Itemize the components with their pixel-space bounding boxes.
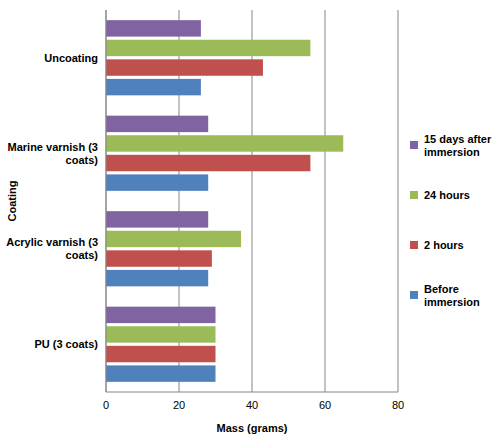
bar [106, 346, 216, 362]
x-tick-label: 20 [173, 399, 185, 411]
grid-line [106, 10, 107, 392]
legend-swatch [410, 141, 418, 149]
legend: 15 days afterimmersion24 hours2 hoursBef… [410, 133, 492, 308]
legend-swatch [410, 191, 418, 199]
bar [106, 231, 241, 247]
legend-label: 15 days afterimmersion [424, 133, 492, 158]
legend-label: 24 hours [424, 189, 470, 201]
bar [106, 40, 310, 56]
x-tick-label: 80 [392, 399, 404, 411]
category-label: Uncoating [44, 52, 98, 64]
bar [106, 250, 212, 266]
grid-line [325, 10, 326, 392]
x-tick-label: 0 [103, 399, 109, 411]
x-tick-label: 40 [246, 399, 258, 411]
y-axis-title: Coating [6, 181, 18, 222]
legend-label-line: 2 hours [424, 239, 464, 251]
legend-label-line: immersion [424, 296, 480, 308]
x-axis-title: Mass (grams) [217, 422, 288, 434]
legend-label-line: Before [424, 283, 459, 295]
category-label-line: coats) [66, 154, 99, 166]
legend-label-line: immersion [424, 146, 480, 158]
y-axis-line [106, 10, 107, 392]
category-label-line: coats) [66, 249, 99, 261]
category-label-line: Acrylic varnish (3 [6, 236, 98, 248]
bar [106, 174, 208, 190]
grid-line [398, 10, 399, 392]
legend-label-line: 24 hours [424, 189, 470, 201]
legend-label-line: 15 days after [424, 133, 492, 145]
bar [106, 365, 216, 381]
category-label: Marine varnish (3coats) [8, 141, 99, 166]
x-axis-line [106, 392, 398, 393]
chart: 020406080UncoatingMarine varnish (3coats… [0, 0, 501, 440]
legend-swatch [410, 291, 418, 299]
category-label: PU (3 coats) [34, 338, 98, 350]
category-label-line: PU (3 coats) [34, 338, 98, 350]
legend-label: Beforeimmersion [424, 283, 480, 308]
bar [106, 59, 263, 75]
x-tick-label: 60 [319, 399, 331, 411]
bars [106, 20, 343, 382]
bar [106, 116, 208, 132]
legend-label: 2 hours [424, 239, 464, 251]
bar [106, 326, 216, 342]
bar [106, 79, 201, 95]
category-label: Acrylic varnish (3coats) [6, 236, 98, 261]
bar [106, 20, 201, 36]
bar [106, 270, 208, 286]
legend-swatch [410, 241, 418, 249]
bar [106, 155, 310, 171]
bar [106, 135, 343, 151]
bar [106, 307, 216, 323]
category-label-line: Marine varnish (3 [8, 141, 98, 153]
category-label-line: Uncoating [44, 52, 98, 64]
bar [106, 211, 208, 227]
